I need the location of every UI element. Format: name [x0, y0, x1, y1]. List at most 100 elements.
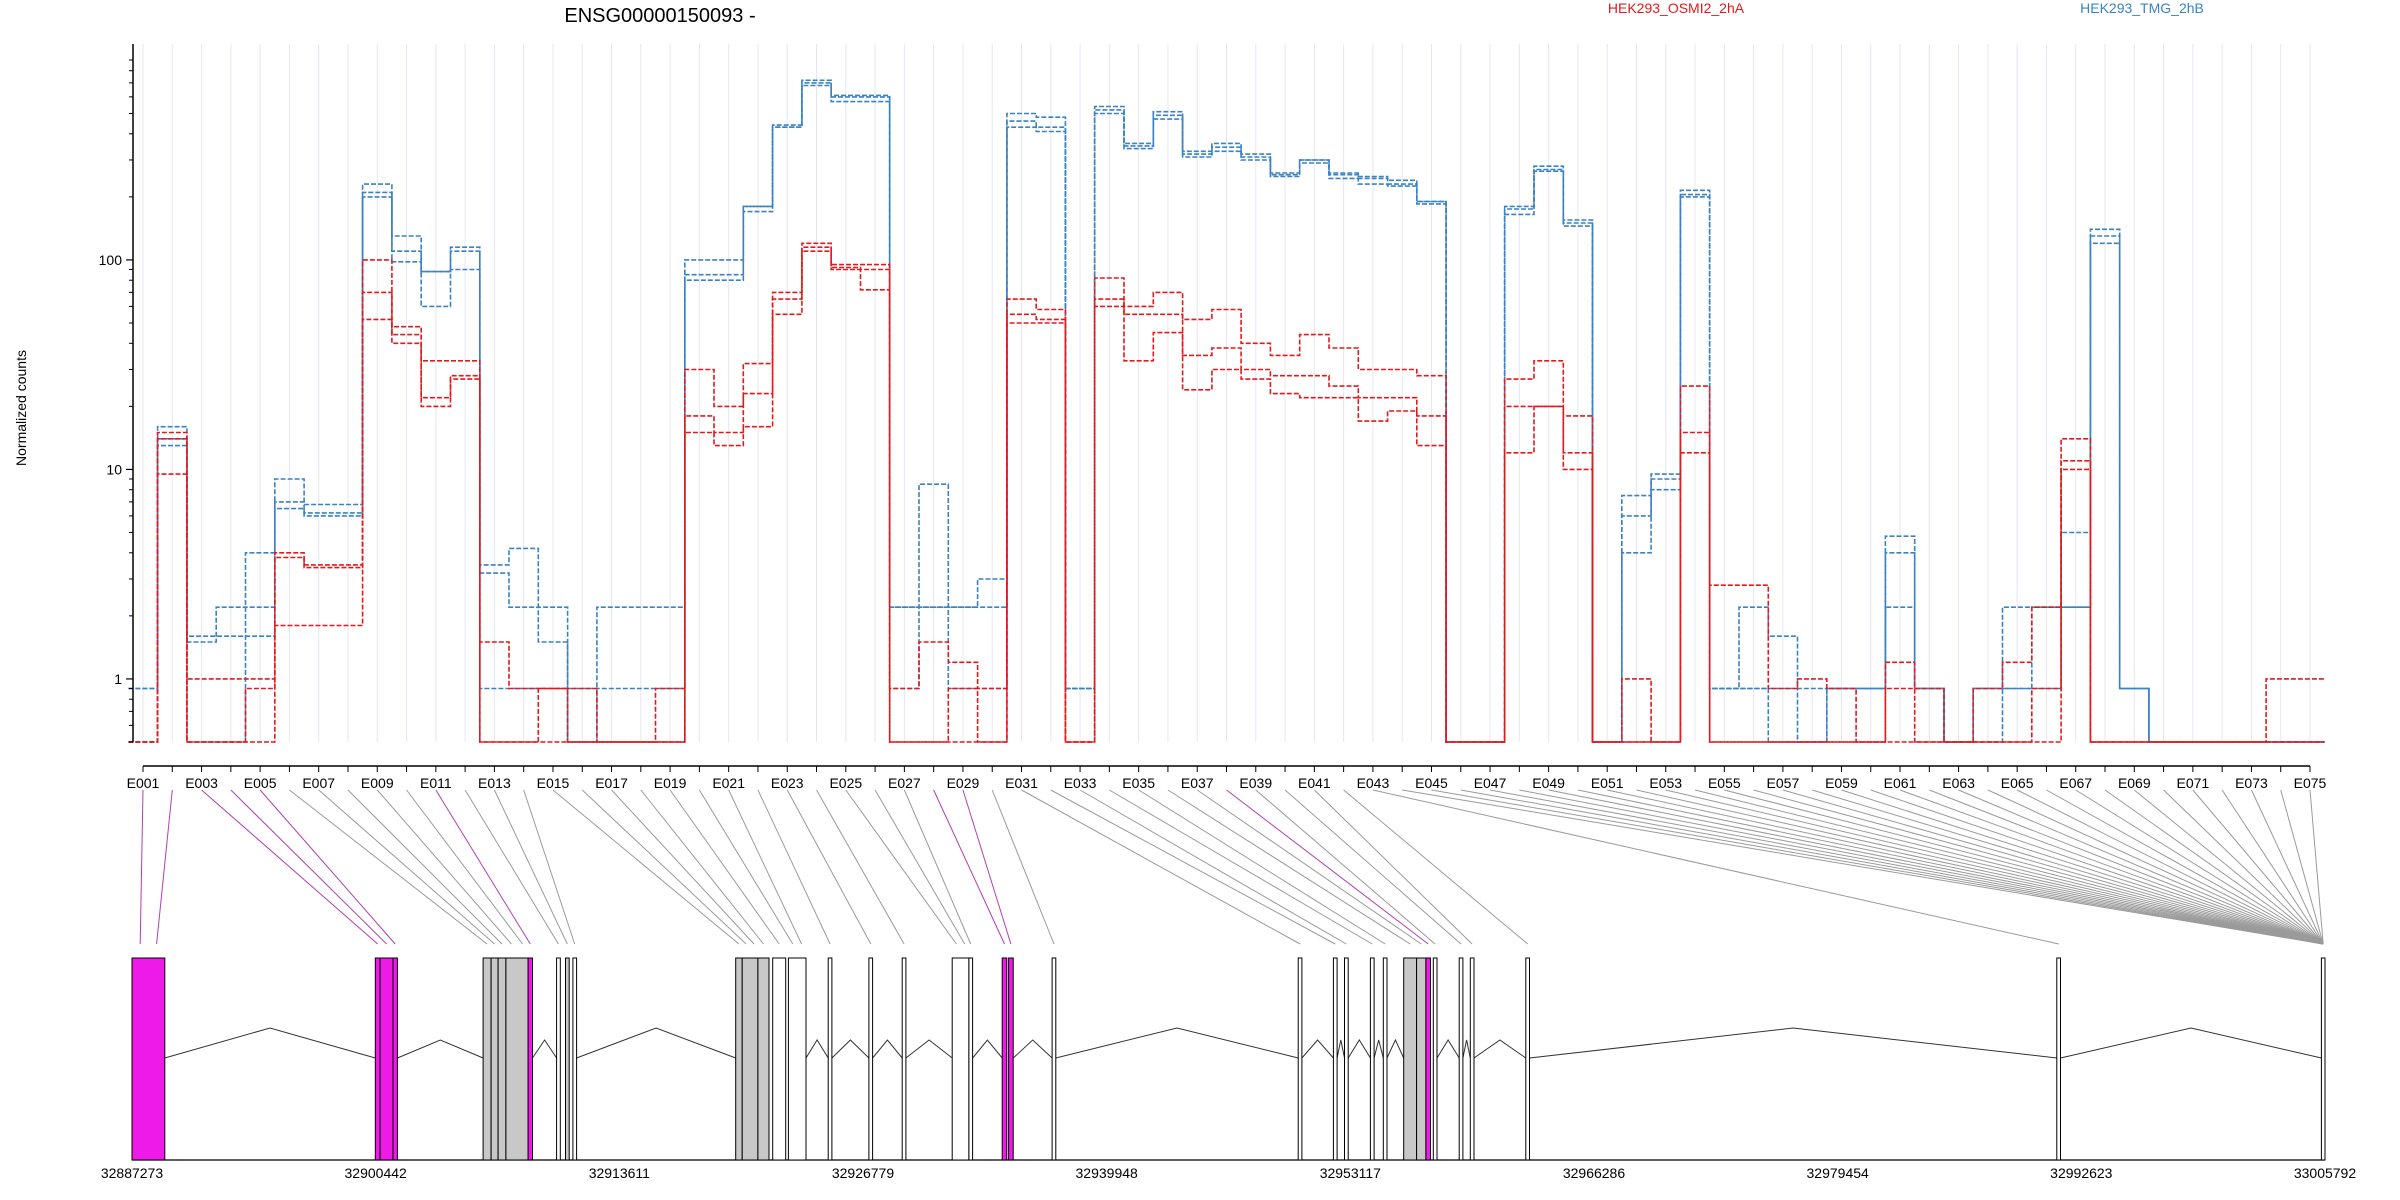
- intron: [1529, 1027, 2057, 1059]
- exon-block: [741, 957, 759, 1161]
- exon-connector: [1782, 789, 2324, 945]
- exon-connector: [1255, 789, 1436, 945]
- axes: [132, 44, 2310, 767]
- exon-block: [497, 957, 507, 1161]
- exon-connector: [1870, 789, 2324, 945]
- exon-block: [1403, 957, 1418, 1161]
- x-tick-label: E051: [1591, 775, 1624, 791]
- exon-connector: [318, 789, 495, 945]
- exon-connector: [1489, 789, 2324, 945]
- exon-connector: [347, 789, 503, 945]
- exon-block: [1332, 957, 1338, 1161]
- coordinate-label: 32926779: [832, 1165, 895, 1181]
- exon-connector: [2250, 789, 2324, 945]
- x-tick-label: E049: [1532, 775, 1565, 791]
- exon-connector: [698, 789, 794, 945]
- exon-block: [951, 957, 970, 1161]
- intron: [972, 1039, 1003, 1059]
- intron: [1473, 1039, 1527, 1059]
- intron: [1055, 1027, 1299, 1059]
- exon-connector: [1958, 789, 2324, 945]
- exon-connector: [2192, 789, 2324, 945]
- exon-block: [772, 957, 787, 1161]
- y-tick-label: 10: [106, 461, 122, 477]
- exon-block: [392, 957, 398, 1161]
- exon-connector: [435, 789, 531, 945]
- exon-connector: [1021, 789, 1301, 945]
- intron: [1373, 1039, 1384, 1059]
- exon-connector: [2075, 789, 2324, 945]
- x-tick-label: E043: [1357, 775, 1390, 791]
- intron: [1436, 1039, 1460, 1059]
- intron: [397, 1039, 484, 1059]
- exon-connector: [406, 789, 523, 945]
- exon-connector: [2163, 789, 2324, 945]
- exon-connector: [1548, 789, 2324, 945]
- exon-connector: [464, 789, 559, 945]
- exon-block: [1344, 957, 1349, 1161]
- coordinate-label: 32900442: [345, 1165, 408, 1181]
- exon-block: [1051, 957, 1057, 1161]
- exon-connector: [816, 789, 905, 945]
- exon-connector: [1841, 789, 2324, 945]
- genomic-coordinates: 32887273 32900442 32913611 32926779 32939948…: [101, 1165, 2357, 1181]
- exon-block: [379, 957, 394, 1161]
- exon-connector: [1812, 789, 2324, 945]
- exon-connector: [1987, 789, 2324, 945]
- exon-block: [1425, 957, 1432, 1161]
- x-tick-label: E025: [829, 775, 862, 791]
- exon-connector: [2046, 789, 2324, 945]
- x-tick-label: E023: [771, 775, 804, 791]
- legend-entry-osmi2: HEK293_OSMI2_2hA: [1608, 0, 1745, 16]
- x-tick-label: E057: [1767, 775, 1800, 791]
- exon-connector: [581, 789, 747, 945]
- x-tick-label: E031: [1005, 775, 1038, 791]
- exon-connector: [1109, 789, 1373, 945]
- series-line-6: [128, 246, 2325, 743]
- exon-connector: [874, 789, 966, 945]
- exon-connector: [2221, 789, 2324, 945]
- x-tick-label: E039: [1239, 775, 1272, 791]
- coordinate-label: 32939948: [1076, 1165, 1139, 1181]
- x-tick-label: E015: [537, 775, 570, 791]
- exon-connector: [991, 789, 1055, 945]
- exon-connector: [1372, 789, 2059, 945]
- exon-connector: [2104, 789, 2324, 945]
- x-tick-label: E045: [1415, 775, 1448, 791]
- coordinate-label: 32966286: [1563, 1165, 1626, 1181]
- x-tick-label: E007: [302, 775, 335, 791]
- exon-connector: [201, 789, 379, 945]
- exon-connector: [933, 789, 1005, 945]
- intron: [1386, 1038, 1405, 1059]
- exon-block: [1458, 957, 1464, 1161]
- exon-connector: [289, 789, 488, 945]
- exon-connector: [1460, 789, 2324, 945]
- exon-block: [1008, 957, 1014, 1161]
- exon-connector: [1694, 789, 2324, 945]
- coordinate-label: 32887273: [101, 1165, 164, 1181]
- exon-block: [787, 957, 807, 1161]
- exon-block: [1001, 957, 1008, 1161]
- exon-connector: [230, 789, 387, 945]
- exon-connector: [156, 789, 173, 945]
- x-tick-label: E003: [185, 775, 218, 791]
- exon-block: [1469, 957, 1475, 1161]
- intron: [805, 1039, 829, 1059]
- exon-connector: [1167, 789, 1411, 945]
- x-tick-label: E059: [1825, 775, 1858, 791]
- intron: [164, 1027, 376, 1059]
- intron: [831, 1039, 870, 1059]
- exon-connector: [962, 789, 1012, 945]
- exon-connector: [1284, 789, 1462, 945]
- exon-connector: [1402, 789, 2324, 945]
- x-tick-label: E033: [1064, 775, 1097, 791]
- exon-connector: [1519, 789, 2324, 945]
- x-tick-label: E035: [1122, 775, 1155, 791]
- y-tick-label: 1: [114, 671, 122, 687]
- intron: [1347, 1039, 1371, 1059]
- x-tick-label: E009: [361, 775, 394, 791]
- x-tick-label: E053: [1649, 775, 1682, 791]
- exon-connector: [903, 789, 972, 945]
- x-tick-label: E011: [420, 775, 452, 791]
